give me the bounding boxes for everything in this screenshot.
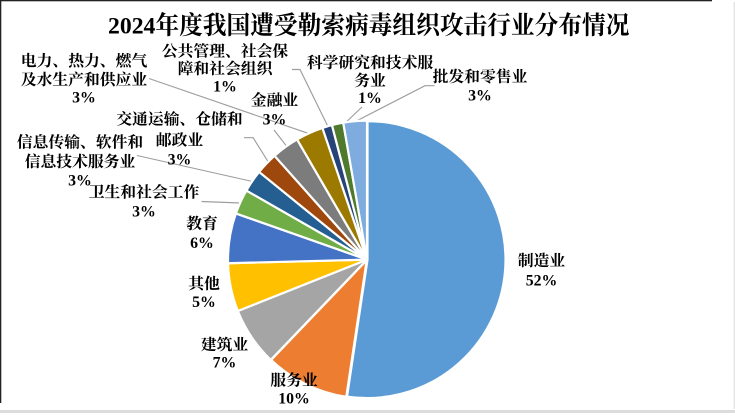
svg-text:2024: 2024 [108,14,156,40]
svg-text:3%: 3% [468,87,492,104]
svg-text:3%: 3% [168,151,192,168]
svg-text:52%: 52% [526,272,558,289]
svg-text:3%: 3% [72,89,96,106]
svg-text:5%: 5% [192,294,216,311]
svg-text:10%: 10% [278,391,310,408]
svg-text:1%: 1% [358,90,382,107]
svg-text:3%: 3% [132,203,156,220]
svg-text:7%: 7% [213,355,237,372]
svg-text:3%: 3% [68,172,92,189]
svg-text:6%: 6% [190,235,214,252]
svg-text:3%: 3% [263,111,287,128]
svg-text:1%: 1% [213,78,237,95]
